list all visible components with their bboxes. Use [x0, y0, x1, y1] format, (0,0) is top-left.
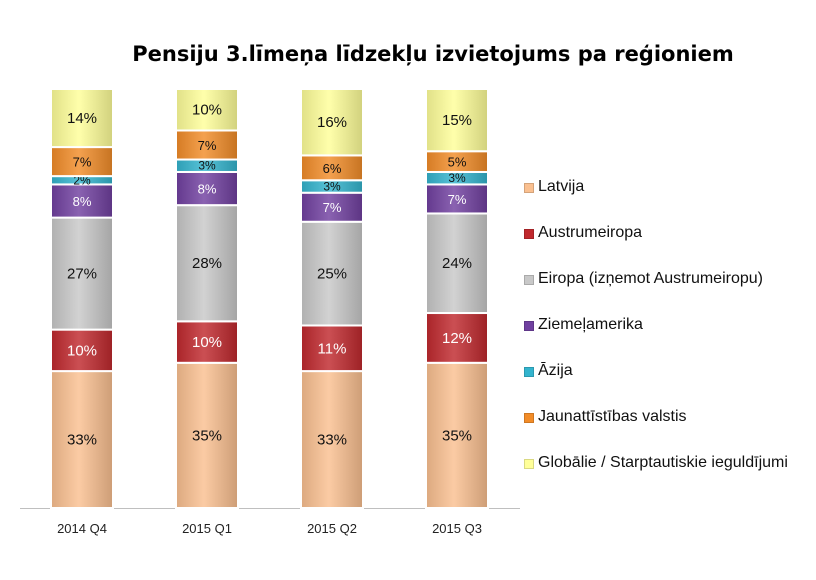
legend-swatch [524, 367, 534, 377]
legend-label: Ziemeļamerika [538, 316, 643, 333]
legend-item: Ziemeļamerika [524, 315, 643, 335]
data-label: 3% [448, 171, 466, 185]
bar-segment-1-2015-q2 [300, 370, 364, 509]
x-tick-label: 2015 Q2 [307, 521, 357, 536]
data-label: 33% [317, 432, 347, 449]
chart-title: Pensiju 3.līmeņa līdzekļu izvietojums pa… [132, 42, 734, 66]
data-label: 35% [442, 427, 472, 444]
bar-segment-3-2015-q3 [425, 212, 489, 315]
data-label: 11% [318, 340, 347, 357]
legend-label: Austrumeiropa [538, 224, 643, 241]
bar-segment-1-2015-q1 [175, 361, 239, 509]
bar-segment-2-2015-q1 [175, 320, 239, 364]
legend-swatch [524, 459, 534, 469]
data-label: 10% [67, 342, 97, 359]
x-tick-label: 2014 Q4 [57, 521, 107, 536]
legend-swatch [524, 413, 534, 423]
bar-segment-6-2014-q4 [50, 146, 114, 178]
data-label: 33% [67, 432, 97, 449]
data-label: 15% [442, 112, 472, 129]
bar-segment-7-2014-q4 [50, 88, 114, 149]
legend-label: Eiropa (izņemot Austrumeiropu) [538, 270, 763, 287]
legend-swatch [524, 229, 534, 239]
data-label: 7% [323, 200, 342, 215]
legend-item: Jaunattīstības valstis [524, 407, 687, 427]
bar-segment-1-2015-q3 [425, 361, 489, 509]
legend-item: Āzija [524, 361, 573, 381]
x-tick-label: 2015 Q1 [182, 521, 232, 536]
legend-item: Latvija [524, 177, 584, 197]
data-label: 14% [67, 110, 97, 127]
legend-item: Eiropa (izņemot Austrumeiropu) [524, 269, 763, 289]
data-label: 28% [192, 255, 222, 272]
data-label: 7% [198, 138, 217, 153]
data-label: 12% [442, 330, 472, 347]
data-label: 24% [442, 255, 472, 272]
legend-swatch [524, 275, 534, 285]
data-label: 8% [198, 182, 217, 197]
legend-swatch [524, 183, 534, 193]
bar-segment-6-2015-q2 [300, 154, 364, 182]
bar-segment-7-2015-q2 [300, 88, 364, 157]
bar-segment-4-2015-q1 [175, 170, 239, 207]
legend-swatch [524, 321, 534, 331]
legend-label: Āzija [538, 362, 573, 379]
data-label: 16% [317, 114, 347, 131]
data-label: 25% [317, 266, 347, 283]
data-label: 6% [323, 161, 342, 176]
data-label: 3% [198, 159, 216, 173]
x-tick-label: 2015 Q3 [432, 521, 482, 536]
bar-segment-4-2014-q4 [50, 183, 114, 219]
bar-segment-1-2014-q4 [50, 370, 114, 509]
bar-segment-2-2015-q2 [300, 324, 364, 373]
legend-label: Globālie / Starptautiskie ieguldījumi [538, 454, 788, 471]
bar-segment-2-2014-q4 [50, 328, 114, 373]
bar-segment-7-2015-q3 [425, 88, 489, 153]
legend-label: Jaunattīstības valstis [538, 408, 687, 425]
data-label: 7% [448, 192, 467, 207]
data-label: 35% [192, 427, 222, 444]
bar-segment-2-2015-q3 [425, 312, 489, 364]
legend-item: Globālie / Starptautiskie ieguldījumi [524, 453, 788, 473]
data-label: 10% [192, 334, 222, 351]
data-label: 10% [192, 102, 222, 119]
legend-item: Austrumeiropa [524, 223, 642, 243]
data-label: 8% [73, 194, 92, 209]
data-label: 7% [73, 155, 92, 170]
data-label: 5% [448, 155, 467, 170]
bar-segment-3-2015-q2 [300, 220, 364, 327]
bar-segment-7-2015-q1 [175, 88, 239, 132]
data-label: 27% [67, 266, 97, 283]
data-label: 3% [323, 179, 341, 193]
legend-label: Latvija [538, 178, 585, 195]
